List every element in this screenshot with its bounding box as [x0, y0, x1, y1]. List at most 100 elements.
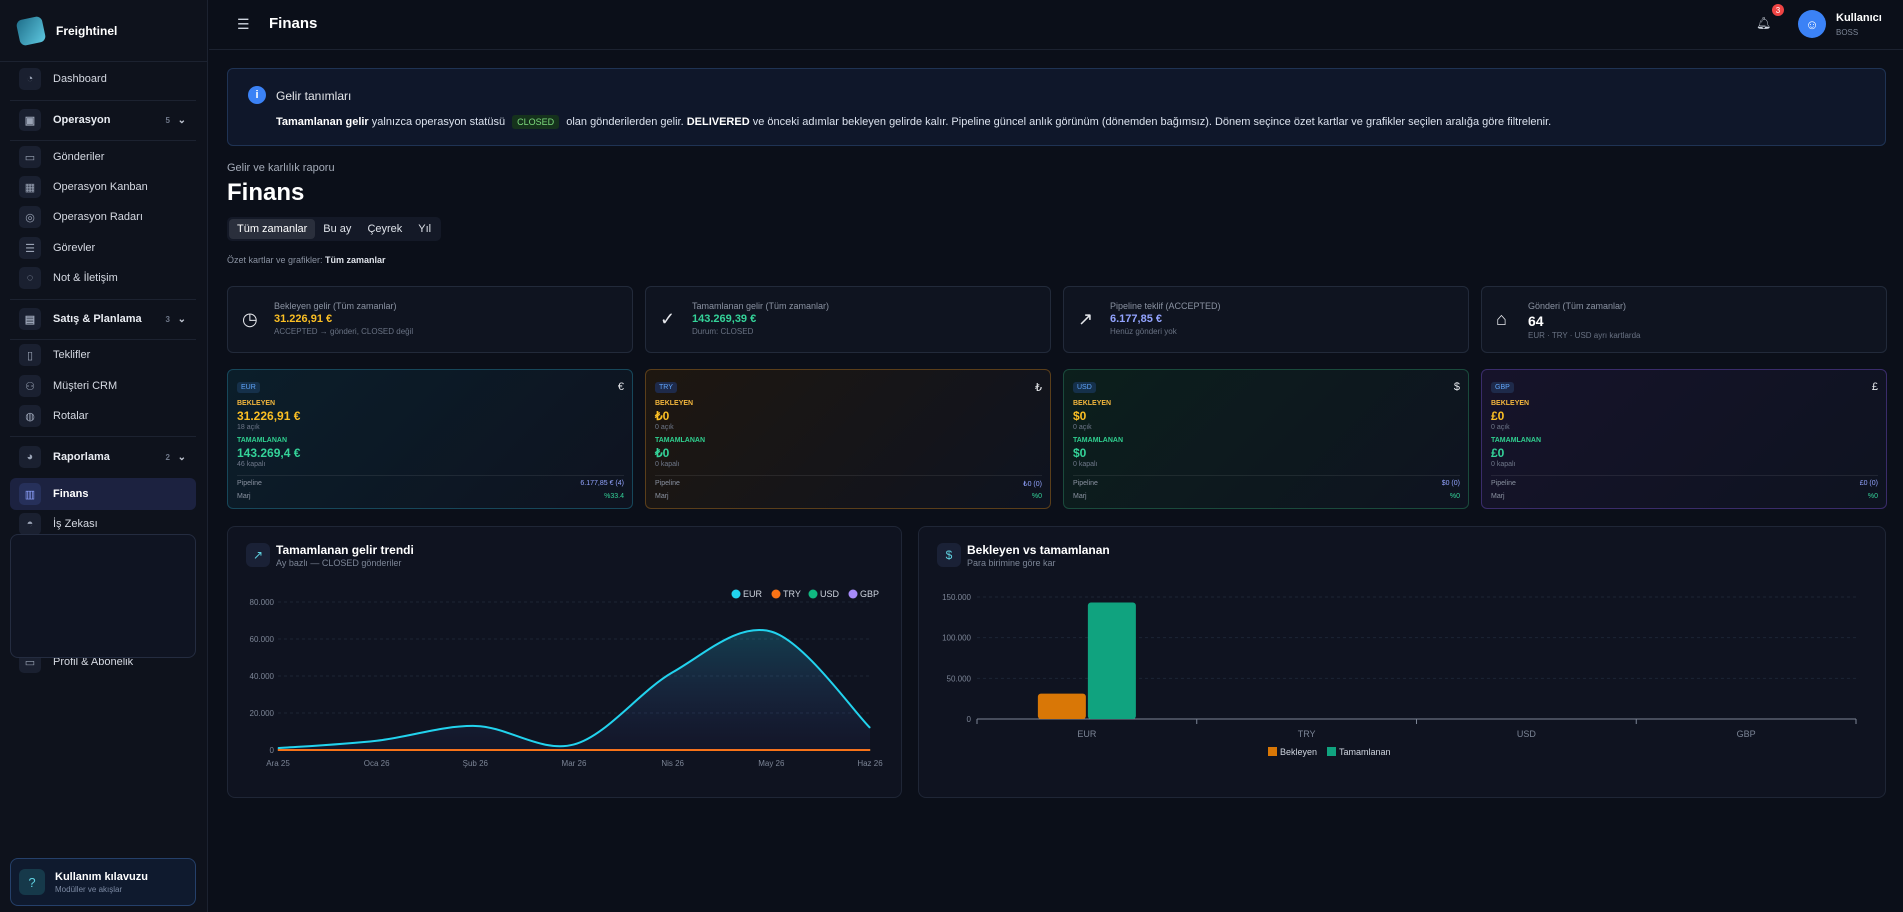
sidebar-item-label: Dashboard [53, 73, 107, 85]
card-divider [1491, 475, 1878, 476]
sidebar-item-satis[interactable]: ▤ Satış & Planlama 3 ⌄ [10, 303, 196, 335]
margin-value: %33.4 [604, 493, 624, 500]
pending-label: BEKLEYEN [1491, 400, 1530, 407]
kpi-value: 31.226,91 € [274, 313, 333, 325]
done-value: $0 [1073, 446, 1087, 460]
truck-icon: ▭ [19, 146, 41, 168]
y-tick-label: 0 [967, 715, 972, 724]
sidebar-divider [10, 436, 196, 437]
period-tab-1[interactable]: Bu ay [323, 223, 352, 235]
chevron-down-icon[interactable]: ⌄ [177, 114, 186, 126]
done-label: TAMAMLANAN [237, 437, 288, 444]
guide-title: Kullanım kılavuzu [55, 870, 148, 883]
legend-label[interactable]: Bekleyen [1280, 747, 1317, 757]
period-tab-2[interactable]: Çeyrek [367, 223, 403, 235]
legend-swatch [808, 589, 818, 599]
page-header-title: Finans [269, 15, 318, 32]
y-tick-label: 50.000 [947, 674, 972, 683]
page-title: Finans [227, 179, 305, 206]
done-sub: 0 kapalı [655, 461, 680, 468]
legend-label[interactable]: EUR [743, 589, 763, 599]
sidebar-item-dashboard[interactable]: ◔ Dashboard [10, 63, 196, 95]
margin-label: Marj [237, 493, 251, 500]
legend-swatch [771, 589, 781, 599]
sidebar-item-finans[interactable]: ▥ Finans [10, 478, 196, 510]
sidebar-item-rotalar[interactable]: ◍ Rotalar [10, 400, 196, 432]
hamburger-menu-icon[interactable]: ☰ [237, 16, 250, 32]
done-sub: 0 kapalı [1073, 461, 1098, 468]
chevron-down-icon[interactable]: ⌄ [177, 451, 186, 463]
bar-tamamlanan-eur[interactable] [1087, 602, 1136, 719]
bar-chart-icon: ▥ [19, 483, 41, 505]
sidebar-item-label: Görevler [53, 242, 96, 254]
card-divider [237, 475, 624, 476]
pipeline-label: Pipeline [237, 480, 262, 487]
kpi-sub: Henüz gönderi yok [1110, 327, 1177, 336]
legend-swatch [1268, 747, 1277, 756]
avatar[interactable]: ☺ [1798, 10, 1826, 38]
kpi-card: ⌂ Gönderi (Tüm zamanlar) 64 EUR · TRY · USD… [1481, 286, 1887, 353]
chat-icon: ◌ [19, 267, 41, 289]
legend-label[interactable]: Tamamlanan [1339, 747, 1391, 757]
pending-label: BEKLEYEN [237, 400, 276, 407]
sidebar-divider [10, 339, 196, 340]
user-guide-button[interactable]: ? Kullanım kılavuzu Modüller ve akışlar [10, 858, 196, 906]
y-tick-label: 150.000 [942, 593, 971, 602]
sidebar-item-gonderiler[interactable]: ▭ Gönderiler [10, 141, 196, 173]
currency-symbol-icon: £ [1871, 381, 1878, 393]
sidebar-item-count: 5 [165, 115, 170, 125]
info-text-2: yalnızca operasyon statüsü [368, 116, 509, 128]
currency-card-eur: EUR € BEKLEYEN 31.226,91 €18 açık TAMAMLANAN… [227, 369, 633, 509]
data-point-eur [376, 740, 378, 742]
chevron-down-icon[interactable]: ⌄ [177, 313, 186, 325]
kpi-label: Pipeline teklif (ACCEPTED) [1110, 301, 1221, 311]
data-point-eur [474, 725, 476, 727]
card-divider [655, 475, 1042, 476]
filter-value: Tüm zamanlar [325, 255, 386, 265]
period-tab-0[interactable]: Tüm zamanlar [229, 219, 316, 239]
sidebar: Freightinel ◔ Dashboard ▣ Operasyon 5 ⌄ ▭ Gönde… [0, 0, 208, 912]
closed-status-badge: CLOSED [512, 115, 560, 129]
bar-bekleyen-eur[interactable] [1037, 693, 1086, 719]
sidebar-item-teklifler[interactable]: ▯ Teklifler [10, 339, 196, 371]
kpi-sub: EUR · TRY · USD ayrı kartlarda [1528, 331, 1641, 340]
period-tab-3[interactable]: Yıl [418, 223, 432, 235]
pipeline-value: $0 (0) [1441, 480, 1460, 487]
x-tick-label: EUR [1077, 729, 1097, 739]
sidebar-item-not[interactable]: ◌ Not & İletişim [10, 262, 196, 294]
currency-symbol-icon: $ [1453, 381, 1460, 393]
brain-icon: ◓ [19, 513, 41, 535]
done-sub: 0 kapalı [1491, 461, 1516, 468]
info-text-5: ve önceki adımlar bekleyen gelirde kalır… [749, 116, 1552, 128]
data-point-eur [573, 743, 575, 745]
x-tick-label: Oca 26 [364, 759, 390, 768]
legend-label[interactable]: TRY [783, 589, 801, 599]
kpi-sub: ACCEPTED → gönderi, CLOSED değil [274, 327, 414, 336]
pending-label: BEKLEYEN [1073, 400, 1112, 407]
sidebar-item-gorevler[interactable]: ☰ Görevler [10, 232, 196, 264]
sidebar-divider [10, 140, 196, 141]
kpi-label: Bekleyen gelir (Tüm zamanlar) [274, 301, 397, 311]
info-text-3: olan gönderilerden gelir. [563, 116, 687, 128]
data-point-eur [869, 727, 871, 729]
sidebar-item-operasyon[interactable]: ▣ Operasyon 5 ⌄ [10, 104, 196, 136]
pending-value: $0 [1073, 409, 1087, 423]
user-name[interactable]: Kullanıcı [1836, 12, 1882, 24]
sidebar-item-radar[interactable]: ◎ Operasyon Radarı [10, 201, 196, 233]
legend-label[interactable]: GBP [860, 589, 879, 599]
sidebar-item-kanban[interactable]: ▦ Operasyon Kanban [10, 171, 196, 203]
bell-icon[interactable]: 🔔︎ [1756, 16, 1772, 30]
brand[interactable]: Freightinel [0, 0, 207, 62]
sidebar-item-iszekasi[interactable]: ◓ İş Zekası [10, 508, 196, 540]
legend-label[interactable]: USD [820, 589, 840, 599]
currency-code-badge: USD [1073, 382, 1096, 393]
margin-label: Marj [1491, 493, 1505, 500]
sidebar-item-crm[interactable]: ⚇ Müşteri CRM [10, 370, 196, 402]
sidebar-item-count: 2 [165, 452, 170, 462]
x-tick-label: Mar 26 [562, 759, 587, 768]
sidebar-item-raporlama[interactable]: ◕ Raporlama 2 ⌄ [10, 441, 196, 473]
sidebar-item-label: Teklifler [53, 349, 91, 361]
info-title: Gelir tanımları [276, 89, 352, 103]
sidebar-divider [10, 100, 196, 101]
currency-code-badge: GBP [1491, 382, 1514, 393]
